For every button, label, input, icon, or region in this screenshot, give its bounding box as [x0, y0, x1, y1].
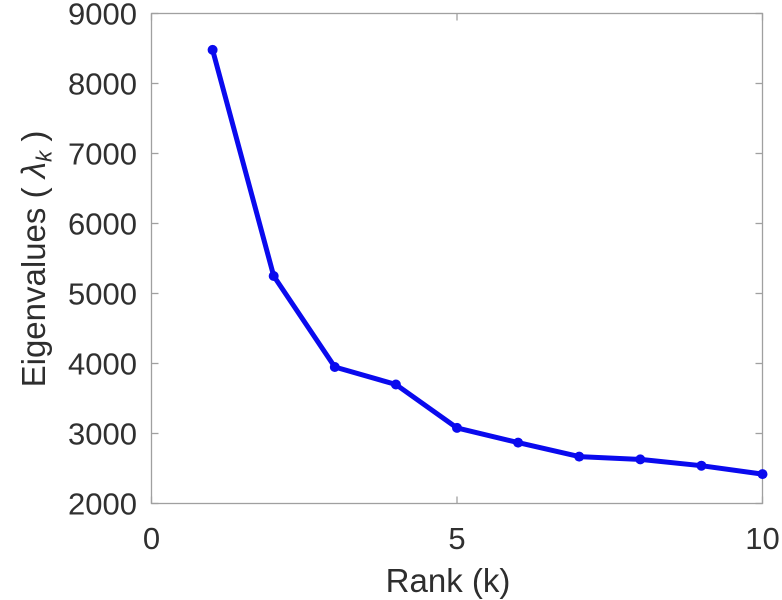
y-tick-label: 5000	[68, 277, 137, 312]
data-point-marker	[329, 362, 340, 372]
data-point-marker	[513, 437, 524, 448]
y-axis-label: Eigenvalues ( λk )	[13, 59, 57, 459]
y-tick-label: 9000	[68, 0, 137, 32]
y-tick-label: 7000	[68, 137, 137, 172]
x-tick-label: 10	[745, 521, 779, 556]
data-point-marker	[268, 271, 279, 281]
lambda-subscript: k	[31, 150, 57, 163]
data-point-marker	[696, 460, 707, 471]
y-axis-label-suffix: )	[15, 130, 52, 151]
y-tick-label: 8000	[68, 67, 137, 102]
data-point-marker	[757, 469, 768, 480]
data-point-marker	[207, 44, 218, 55]
x-tick-label: 5	[448, 521, 465, 556]
y-tick-label: 3000	[68, 417, 137, 452]
y-tick-label: 2000	[68, 487, 137, 522]
eigenvalues-line	[210, 47, 765, 477]
y-tick-label: 6000	[68, 207, 137, 242]
data-point-marker	[574, 451, 585, 462]
x-axis-label: Rank (k)	[385, 562, 511, 599]
data-point-marker	[635, 454, 646, 465]
data-point-marker	[452, 422, 462, 433]
lambda-symbol: λ	[15, 162, 52, 179]
y-tick-label: 4000	[68, 347, 137, 382]
y-axis-label-text: Eigenvalues (	[15, 178, 52, 388]
data-point-marker	[390, 379, 401, 390]
x-tick-label: 0	[143, 521, 160, 556]
